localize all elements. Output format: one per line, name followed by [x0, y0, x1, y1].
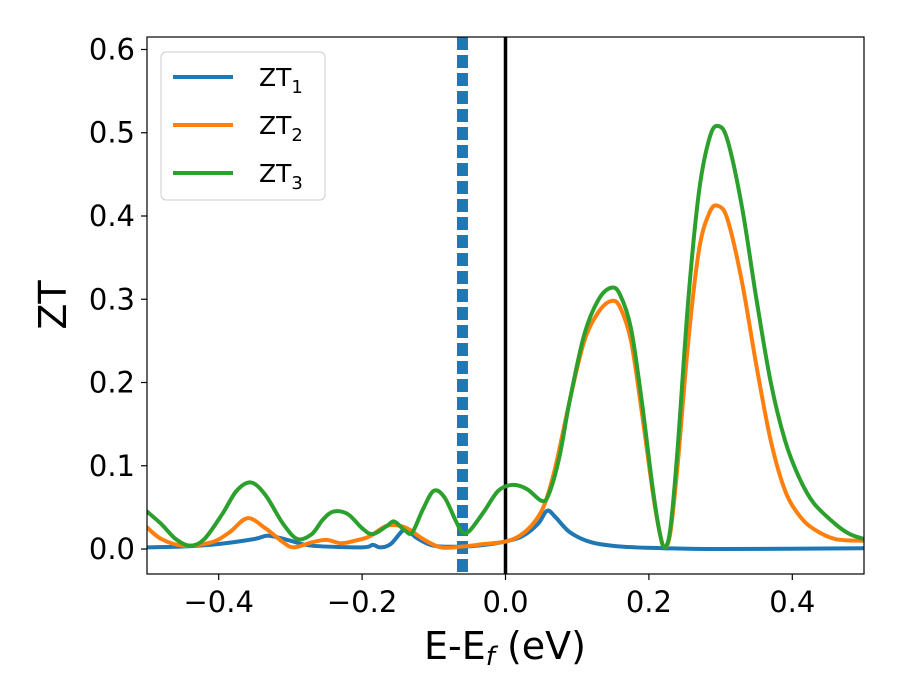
- legend-label-zt2: ZT2: [259, 111, 303, 146]
- x-tick-label: 0.2: [626, 585, 672, 619]
- legend-label-zt3: ZT3: [259, 159, 303, 194]
- y-tick-label: 0.0: [89, 532, 135, 566]
- x-axis: −0.4 −0.2 0.0 0.2 0.4: [183, 574, 815, 619]
- x-tick-label: −0.2: [327, 585, 397, 619]
- x-tick-label: 0.4: [769, 585, 815, 619]
- y-tick-label: 0.3: [89, 282, 135, 316]
- legend: ZT1 ZT2 ZT3: [160, 51, 326, 201]
- legend-box: [160, 51, 326, 201]
- y-tick-label: 0.6: [89, 32, 135, 66]
- legend-label-zt1: ZT1: [259, 63, 303, 98]
- series-layer: [147, 123, 864, 552]
- y-tick-label: 0.1: [89, 449, 135, 483]
- y-axis-label: ZT: [31, 280, 75, 330]
- y-axis: 0.0 0.1 0.2 0.3 0.4 0.5 0.6: [89, 32, 147, 566]
- x-tick-label: −0.4: [183, 585, 253, 619]
- y-tick-label: 0.4: [89, 199, 135, 233]
- x-tick-label: 0.0: [482, 585, 528, 619]
- reference-lines: [456, 37, 508, 574]
- x-axis-label: E-Ef (eV): [424, 624, 586, 672]
- y-tick-label: 0.2: [89, 366, 135, 400]
- y-tick-label: 0.5: [89, 116, 135, 150]
- series-line-zt3: [147, 123, 864, 550]
